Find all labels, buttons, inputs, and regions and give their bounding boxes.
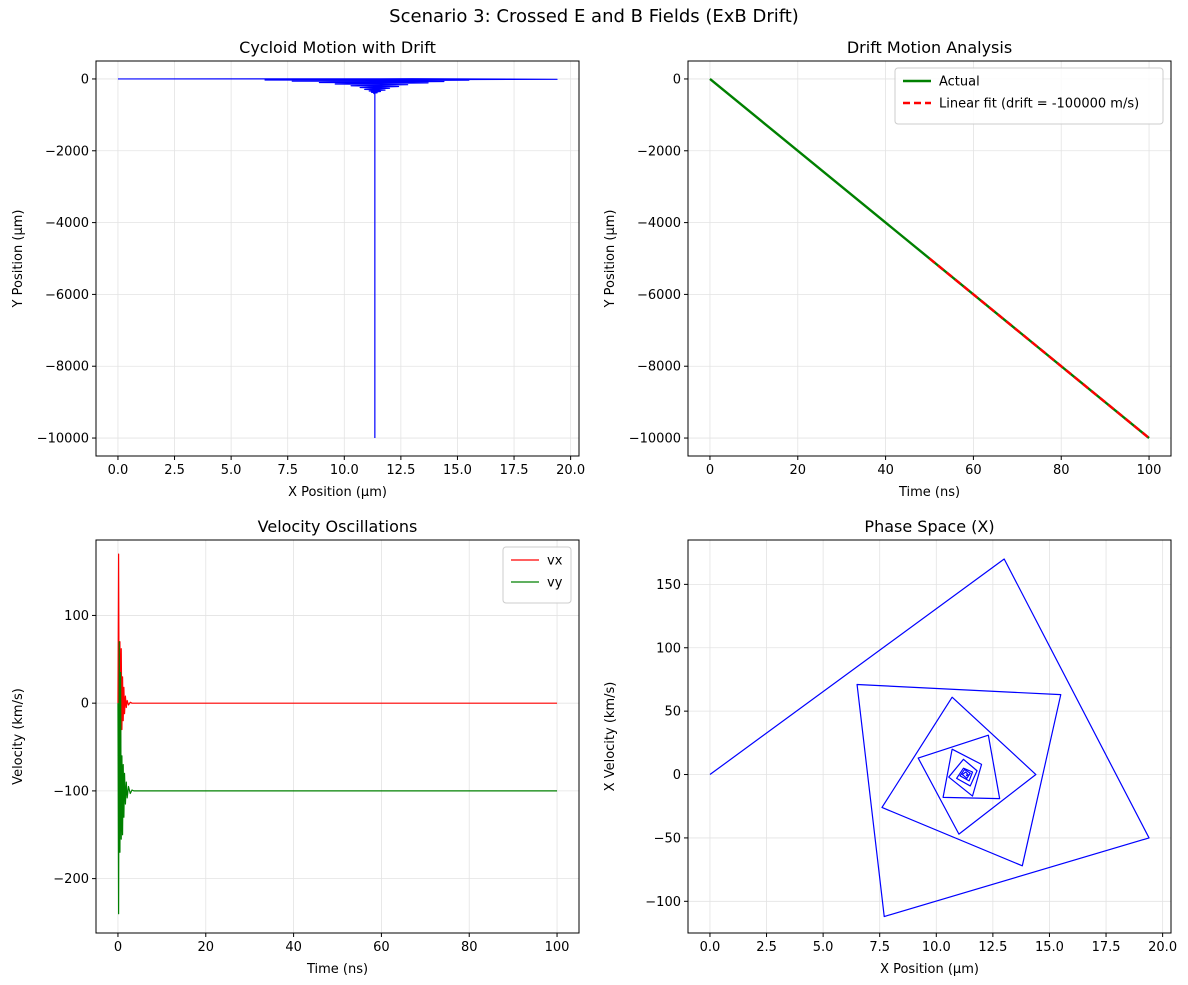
y-tick-label: −100 [53, 784, 89, 799]
x-tick-label: 10.0 [330, 463, 359, 478]
x-tick-label: 17.5 [1092, 940, 1121, 955]
x-tick-label: 5.0 [221, 463, 242, 478]
x-tick-label: 20 [789, 463, 806, 478]
x-axis-label: X Position (µm) [880, 962, 979, 977]
chart-1: 0.0 2.5 5.0 7.5 10.0 12.5 15.0 17.5 20.0 0 −2000 −4… [11, 38, 585, 500]
x-tick-label: 60 [373, 940, 390, 955]
x-tick-label: 7.5 [277, 463, 298, 478]
y-tick-label: −10000 [629, 432, 681, 447]
y-tick-label: −10000 [37, 432, 89, 447]
x-tick-label: 80 [461, 940, 478, 955]
y-tick-label: −50 [654, 831, 681, 846]
x-tick-label: 12.5 [978, 940, 1007, 955]
series-group [709, 558, 1150, 918]
x-axis-label: Time (ns) [306, 962, 368, 977]
chart-title: Cycloid Motion with Drift [239, 38, 436, 57]
y-axis-label: X Velocity (km/s) [603, 682, 618, 792]
y-axis-label: Velocity (km/s) [11, 688, 26, 785]
x-axis-label: X Position (µm) [288, 485, 387, 500]
y-tick-label: −2000 [45, 144, 89, 159]
x-tick-label: 20.0 [556, 463, 585, 478]
x-tick-label: 100 [545, 940, 570, 955]
y-tick-label: 0 [81, 72, 89, 87]
chart-2: 0 20 40 60 80 100 0 −2000 −4000 −6000 −8000 −10000 D… [603, 38, 1172, 500]
x-tick-label: 0.0 [108, 463, 129, 478]
x-tick-label: 0.0 [700, 940, 721, 955]
axes-frame [687, 60, 1172, 457]
chart-title: Phase Space (X) [864, 517, 994, 536]
y-tick-label: −2000 [637, 144, 681, 159]
legend-label: vx [547, 554, 563, 569]
x-tick-label: 2.5 [756, 940, 777, 955]
y-axis-label: Y Position (µm) [603, 210, 618, 309]
legend: Actual Linear fit (drift = -100000 m/s) [894, 67, 1164, 125]
chart-3: 0 20 40 60 80 100 100 0 −100 −200 Velocity Oscilla… [11, 517, 580, 977]
axes-frame [95, 539, 580, 934]
y-tick-label: 0 [673, 72, 681, 87]
x-tick-label: 15.0 [443, 463, 472, 478]
legend-label: vy [547, 576, 563, 591]
axes-frame [95, 60, 580, 457]
y-tick-label: −6000 [637, 288, 681, 303]
y-tick-label: −4000 [45, 216, 89, 231]
y-tick-label: 0 [673, 768, 681, 783]
series-group [709, 78, 1150, 439]
y-tick-label: −4000 [637, 216, 681, 231]
x-tick-label: 17.5 [500, 463, 529, 478]
series-line-vx [117, 553, 558, 748]
y-tick-label: −200 [53, 872, 89, 887]
legend-label: Actual [939, 75, 980, 90]
y-tick-label: −8000 [45, 360, 89, 375]
series-line-vy [117, 641, 558, 915]
series-group [117, 553, 558, 915]
series-group [117, 78, 558, 439]
x-tick-label: 60 [965, 463, 982, 478]
x-tick-label: 0 [706, 463, 714, 478]
y-tick-label: −100 [645, 895, 681, 910]
y-tick-label: −8000 [637, 360, 681, 375]
y-tick-label: 0 [81, 697, 89, 712]
x-axis-label: Time (ns) [898, 485, 960, 500]
x-tick-label: 12.5 [386, 463, 415, 478]
series-line-1 [709, 558, 1150, 918]
y-axis-label: Y Position (µm) [11, 210, 26, 309]
legend: vx vy [502, 546, 572, 604]
x-tick-label: 40 [285, 940, 302, 955]
series-line-1 [117, 78, 558, 439]
x-tick-label: 40 [877, 463, 894, 478]
x-tick-label: 5.0 [813, 940, 834, 955]
legend-box [894, 67, 1164, 125]
x-tick-label: 100 [1137, 463, 1162, 478]
x-tick-label: 7.5 [869, 940, 890, 955]
x-tick-label: 80 [1053, 463, 1070, 478]
legend-label: Linear fit (drift = -100000 m/s) [939, 97, 1139, 112]
x-tick-label: 0 [114, 940, 122, 955]
y-tick-label: 150 [656, 578, 681, 593]
figure-title: Scenario 3: Crossed E and B Fields (ExB … [389, 6, 799, 27]
x-tick-label: 10.0 [922, 940, 951, 955]
chart-4: 0.0 2.5 5.0 7.5 10.0 12.5 15.0 17.5 20.0 150 100 50… [603, 517, 1177, 977]
y-tick-label: 50 [664, 705, 681, 720]
legend-box [502, 546, 572, 604]
x-tick-label: 20.0 [1148, 940, 1177, 955]
chart-title: Velocity Oscillations [258, 517, 418, 536]
x-tick-label: 20 [197, 940, 214, 955]
x-tick-label: 2.5 [164, 463, 185, 478]
series-line-linear-fit-drift-100000-m-s- [928, 257, 1150, 439]
y-tick-label: 100 [64, 609, 89, 624]
y-tick-label: 100 [656, 641, 681, 656]
x-tick-label: 15.0 [1035, 940, 1064, 955]
y-tick-label: −6000 [45, 288, 89, 303]
chart-title: Drift Motion Analysis [847, 38, 1012, 57]
axes-frame [687, 539, 1172, 934]
